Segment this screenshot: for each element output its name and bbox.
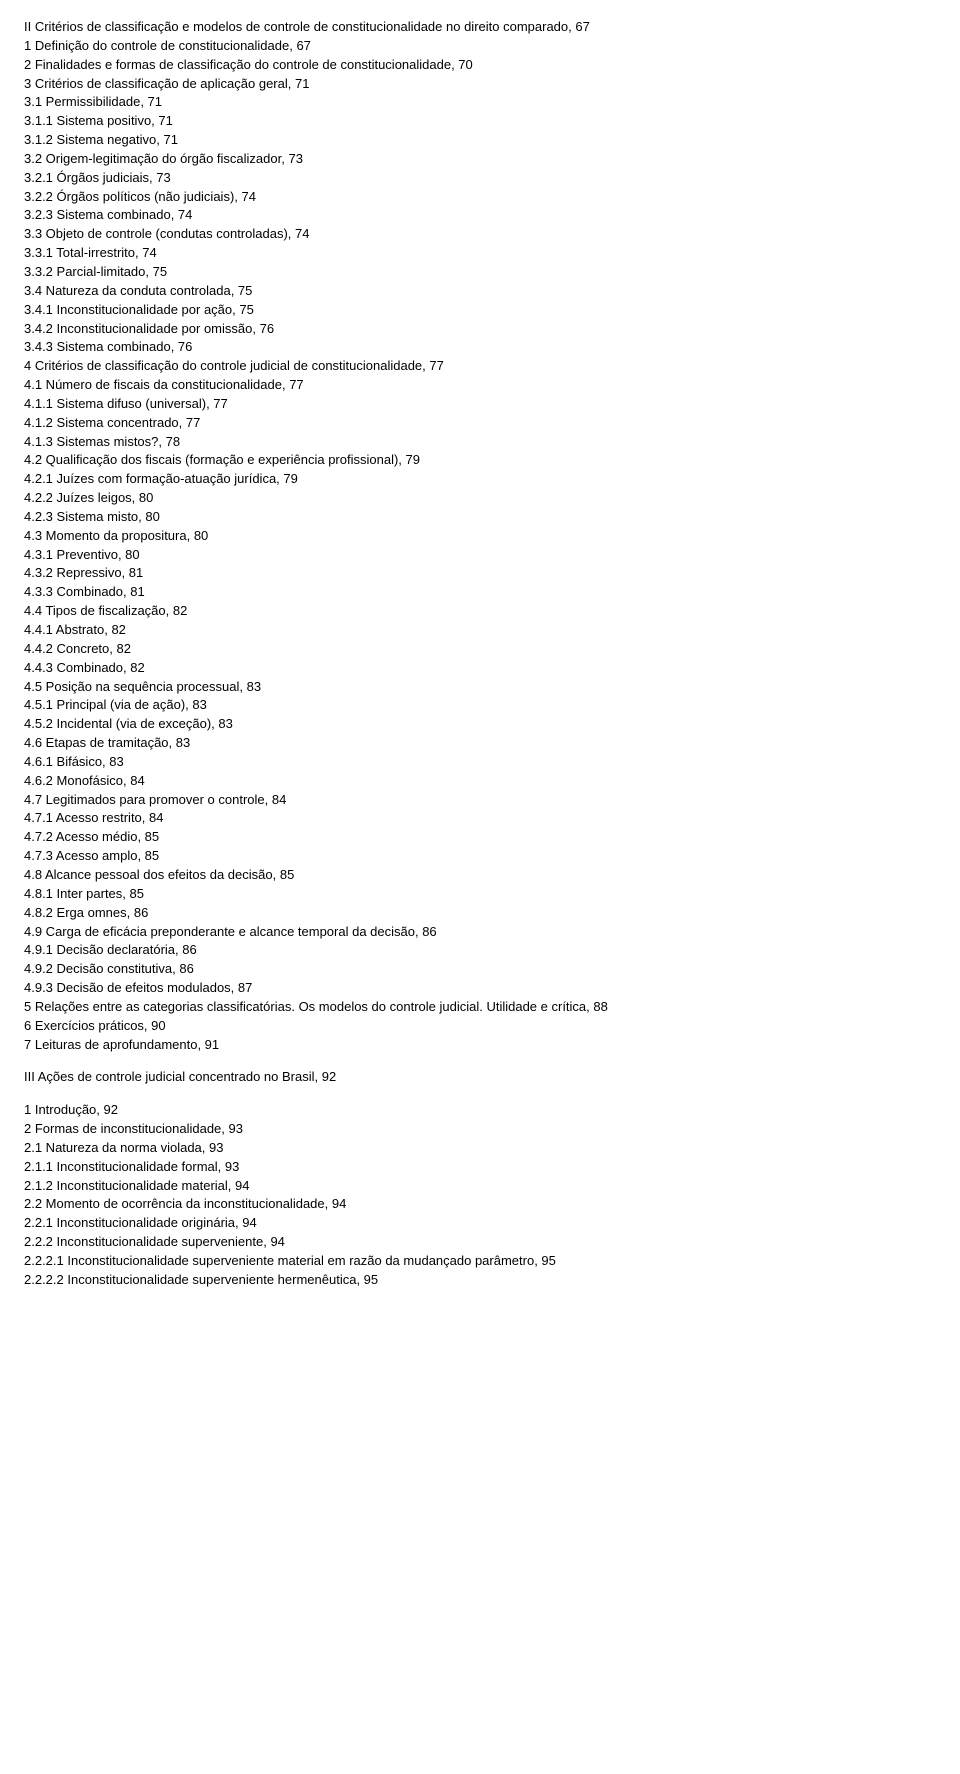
toc-line: 2.1.2 Inconstitucionalidade material, 94	[24, 1177, 936, 1196]
toc-line: 4.7.2 Acesso médio, 85	[24, 828, 936, 847]
toc-line: 2.2.2.2 Inconstitucionalidade supervenie…	[24, 1271, 936, 1290]
toc-line: 4.9.3 Decisão de efeitos modulados, 87	[24, 979, 936, 998]
toc-line: 4.1.2 Sistema concentrado, 77	[24, 414, 936, 433]
toc-line: 4.2.2 Juízes leigos, 80	[24, 489, 936, 508]
toc-line: 3.4.2 Inconstitucionalidade por omissão,…	[24, 320, 936, 339]
toc-line: 3.4.1 Inconstitucionalidade por ação, 75	[24, 301, 936, 320]
toc-line: 4.6 Etapas de tramitação, 83	[24, 734, 936, 753]
toc-line: 4.8.1 Inter partes, 85	[24, 885, 936, 904]
toc-line: 4.4.3 Combinado, 82	[24, 659, 936, 678]
toc-line: 2.2 Momento de ocorrência da inconstituc…	[24, 1195, 936, 1214]
toc-line: 4.9.2 Decisão constitutiva, 86	[24, 960, 936, 979]
toc-line: 3.2.1 Órgãos judiciais, 73	[24, 169, 936, 188]
toc-line: 4.1.3 Sistemas mistos?, 78	[24, 433, 936, 452]
toc-line: 2.2.2 Inconstitucionalidade supervenient…	[24, 1233, 936, 1252]
toc-line: 4.2.3 Sistema misto, 80	[24, 508, 936, 527]
toc-line: 4.1 Número de fiscais da constitucionali…	[24, 376, 936, 395]
toc-line: II Critérios de classificação e modelos …	[24, 18, 936, 37]
toc-line: 3.3.2 Parcial-limitado, 75	[24, 263, 936, 282]
toc-line: 3.1 Permissibilidade, 71	[24, 93, 936, 112]
toc-line: 4.4.2 Concreto, 82	[24, 640, 936, 659]
toc-line: 3.3.1 Total-irrestrito, 74	[24, 244, 936, 263]
toc-line: 4.4.1 Abstrato, 82	[24, 621, 936, 640]
toc-line: 4.7.3 Acesso amplo, 85	[24, 847, 936, 866]
toc-line: 3.2.3 Sistema combinado, 74	[24, 206, 936, 225]
toc-line: 4.9.1 Decisão declaratória, 86	[24, 941, 936, 960]
block-spacer	[24, 1087, 936, 1101]
toc-line: 4.8.2 Erga omnes, 86	[24, 904, 936, 923]
toc-line: III Ações de controle judicial concentra…	[24, 1068, 936, 1087]
toc-line: 3 Critérios de classificação de aplicaçã…	[24, 75, 936, 94]
toc-line: 4.9 Carga de eficácia preponderante e al…	[24, 923, 936, 942]
toc-line: 2.2.2.1 Inconstitucionalidade supervenie…	[24, 1252, 936, 1271]
block-spacer	[24, 1054, 936, 1068]
toc-line: 4.5.1 Principal (via de ação), 83	[24, 696, 936, 715]
toc-line: 4.2 Qualificação dos fiscais (formação e…	[24, 451, 936, 470]
document-body: II Critérios de classificação e modelos …	[24, 18, 936, 1290]
toc-line: 5 Relações entre as categorias classific…	[24, 998, 936, 1017]
toc-line: 4.7 Legitimados para promover o controle…	[24, 791, 936, 810]
toc-line: 4.8 Alcance pessoal dos efeitos da decis…	[24, 866, 936, 885]
toc-line: 7 Leituras de aprofundamento, 91	[24, 1036, 936, 1055]
toc-line: 2 Formas de inconstitucionalidade, 93	[24, 1120, 936, 1139]
toc-line: 4.6.1 Bifásico, 83	[24, 753, 936, 772]
toc-line: 2 Finalidades e formas de classificação …	[24, 56, 936, 75]
toc-line: 6 Exercícios práticos, 90	[24, 1017, 936, 1036]
toc-line: 3.2 Origem-legitimação do órgão fiscaliz…	[24, 150, 936, 169]
toc-line: 2.2.1 Inconstitucionalidade originária, …	[24, 1214, 936, 1233]
toc-line: 3.2.2 Órgãos políticos (não judiciais), …	[24, 188, 936, 207]
toc-line: 4.3 Momento da propositura, 80	[24, 527, 936, 546]
toc-line: 4.6.2 Monofásico, 84	[24, 772, 936, 791]
toc-line: 4.7.1 Acesso restrito, 84	[24, 809, 936, 828]
toc-line: 4.5 Posição na sequência processual, 83	[24, 678, 936, 697]
toc-line: 4 Critérios de classificação do controle…	[24, 357, 936, 376]
toc-line: 4.3.3 Combinado, 81	[24, 583, 936, 602]
toc-line: 3.4 Natureza da conduta controlada, 75	[24, 282, 936, 301]
toc-line: 2.1 Natureza da norma violada, 93	[24, 1139, 936, 1158]
toc-line: 3.1.2 Sistema negativo, 71	[24, 131, 936, 150]
toc-line: 1 Definição do controle de constituciona…	[24, 37, 936, 56]
toc-line: 4.2.1 Juízes com formação-atuação jurídi…	[24, 470, 936, 489]
toc-line: 4.1.1 Sistema difuso (universal), 77	[24, 395, 936, 414]
toc-line: 4.4 Tipos de fiscalização, 82	[24, 602, 936, 621]
toc-line: 2.1.1 Inconstitucionalidade formal, 93	[24, 1158, 936, 1177]
toc-line: 3.4.3 Sistema combinado, 76	[24, 338, 936, 357]
toc-line: 3.1.1 Sistema positivo, 71	[24, 112, 936, 131]
toc-line: 4.3.1 Preventivo, 80	[24, 546, 936, 565]
toc-line: 3.3 Objeto de controle (condutas control…	[24, 225, 936, 244]
toc-line: 1 Introdução, 92	[24, 1101, 936, 1120]
toc-line: 4.3.2 Repressivo, 81	[24, 564, 936, 583]
toc-line: 4.5.2 Incidental (via de exceção), 83	[24, 715, 936, 734]
